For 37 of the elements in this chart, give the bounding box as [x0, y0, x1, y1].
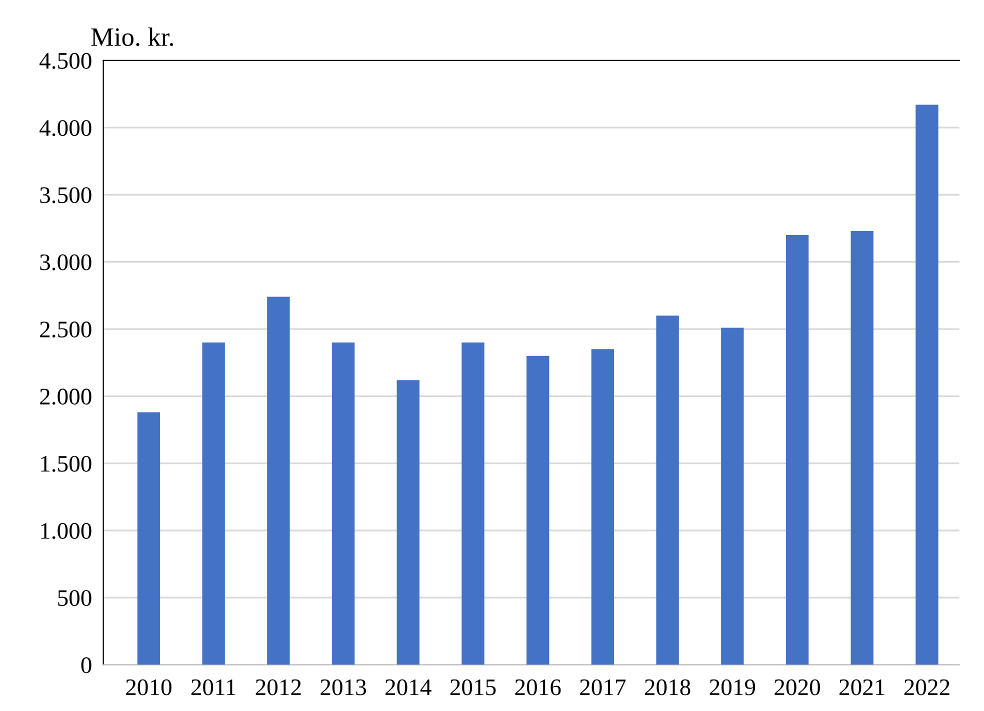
y-tick-label: 3.500	[40, 187, 92, 204]
bar	[137, 412, 160, 665]
y-tick-label: 4.500	[40, 52, 92, 69]
x-tick-label: 2010	[126, 679, 172, 696]
y-tick-label: 1.000	[41, 522, 92, 540]
y-tick-label: 3.000	[40, 254, 92, 270]
bar	[396, 380, 420, 665]
bar	[656, 316, 679, 665]
bar	[202, 342, 225, 665]
x-tick-label: 2019	[710, 679, 756, 696]
y-tick-label: 0	[81, 657, 92, 674]
bar	[462, 342, 484, 665]
bar	[721, 328, 744, 665]
x-tick-label: 2020	[774, 679, 820, 696]
bar	[916, 104, 938, 665]
x-tick-label: 2016	[515, 679, 561, 696]
y-axis-title: Mio. kr.	[91, 27, 174, 46]
y-tick-label: 4.000	[40, 120, 92, 136]
x-tick-label: 2022	[904, 679, 950, 696]
bar	[850, 230, 874, 665]
x-tick-label: 2018	[644, 679, 690, 696]
x-tick-label: 2021	[840, 679, 884, 696]
y-tick-label: 2.500	[40, 322, 92, 338]
x-tick-label: 2017	[580, 679, 626, 696]
bar	[267, 296, 290, 665]
bar	[526, 356, 550, 665]
x-tick-label: 2011	[191, 679, 236, 696]
y-tick-label: 500	[58, 590, 92, 606]
y-tick-label: 1.500	[41, 456, 92, 472]
x-tick-label: 2014	[386, 679, 432, 696]
bar	[786, 235, 809, 665]
y-tick-label: 2.000	[40, 388, 92, 405]
x-tick-label: 2012	[256, 679, 301, 696]
x-tick-label: 2015	[450, 679, 496, 696]
bar	[332, 342, 355, 665]
bar	[591, 349, 614, 665]
x-tick-label: 2013	[320, 679, 366, 696]
